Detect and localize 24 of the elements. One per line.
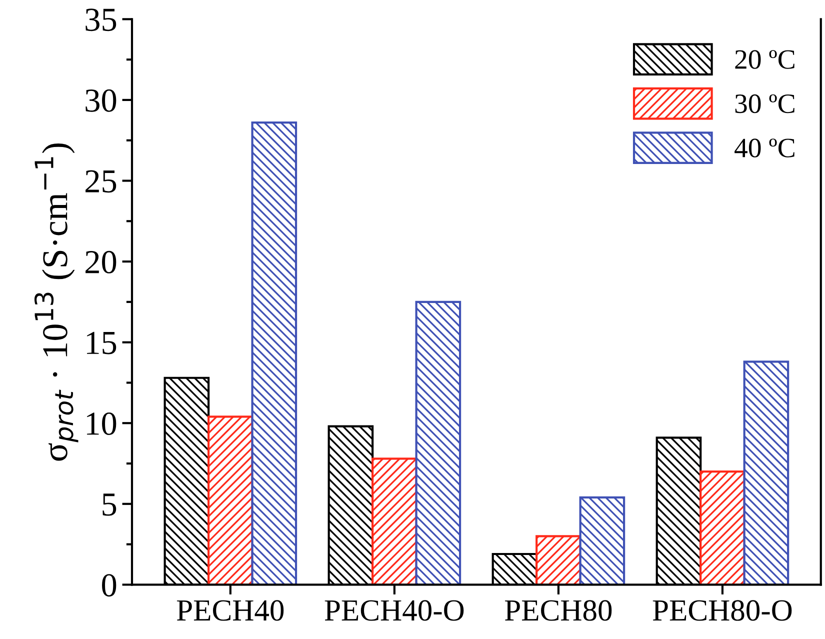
y-tick-label: 35 (86, 8, 116, 32)
y-axis-title: σ$_{prot}$ · 10$^{13}$ (S·cm$^{−1}$) (34, 143, 78, 461)
bar (700, 470, 746, 585)
y-tick-label: 10 (87, 412, 116, 436)
x-tick-label: PECH80 (504, 600, 612, 621)
legend-label: 20 ºC (735, 50, 794, 69)
x-tick-label: PECH80-O (652, 600, 792, 621)
y-tick-label: 25 (86, 170, 116, 193)
bar (536, 535, 582, 585)
bar (372, 458, 418, 585)
x-tick-label: PECH40-O (324, 600, 464, 621)
y-tick-label: 20 (86, 250, 116, 274)
bar (743, 360, 790, 585)
legend-label: 30 ºC (735, 94, 794, 114)
legend-label: 40 ºC (734, 138, 794, 158)
bar (579, 496, 626, 585)
y-tick-label: 15 (87, 332, 116, 354)
y-tick-label: 0 (102, 574, 116, 597)
y-tick-label: 30 (86, 89, 116, 112)
bar (415, 300, 462, 585)
x-tick-label: PECH40 (176, 600, 284, 621)
bar (251, 122, 298, 585)
y-tick-label: 5 (102, 494, 116, 516)
bar (207, 416, 254, 585)
